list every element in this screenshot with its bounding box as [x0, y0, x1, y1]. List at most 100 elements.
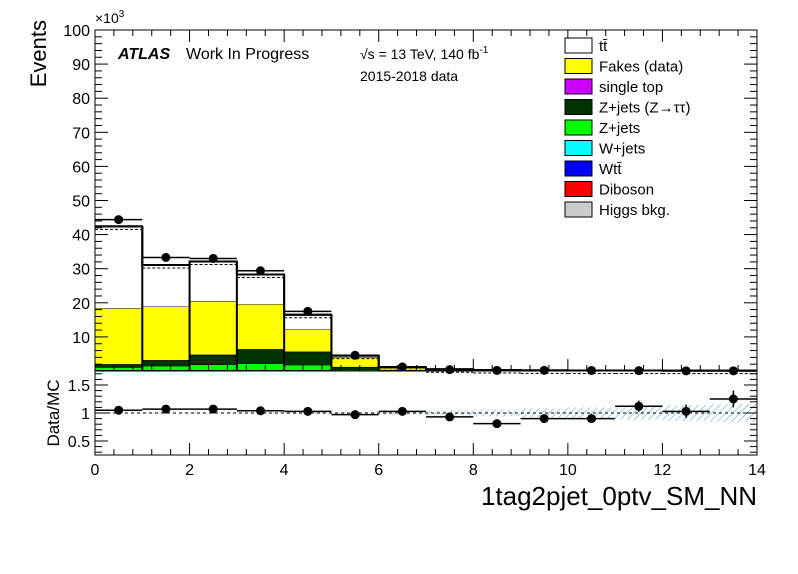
x-tick-label: 12 — [654, 462, 672, 479]
ratio-y-tick-label: 0.5 — [68, 434, 90, 451]
legend-swatch — [564, 58, 593, 74]
bar-segment — [236, 304, 285, 350]
bar-segment — [189, 354, 237, 365]
legend-swatch — [564, 99, 593, 115]
y-tick-label: 70 — [72, 125, 90, 142]
data-point — [114, 215, 124, 225]
data-point — [161, 252, 171, 262]
legend-swatch — [564, 78, 593, 95]
ratio-x-ticks: 0 2 4 6 8 10 12 14 — [91, 443, 766, 479]
ratio-y-tick-label: 1.5 — [68, 378, 90, 395]
y-tick-label: 20 — [72, 296, 90, 313]
bar-segment — [284, 364, 332, 370]
uncertainty-hatch — [567, 407, 616, 419]
x-tick-label: 10 — [559, 462, 577, 479]
ratio-point — [728, 394, 738, 404]
x-tick-label: 6 — [374, 462, 383, 479]
ratio-point — [161, 404, 171, 414]
bar-segment — [236, 363, 285, 370]
x-tick-label: 14 — [748, 462, 766, 479]
status-label: Work In Progress — [186, 46, 309, 63]
uncertainty-hatch — [520, 408, 568, 418]
bar-segment — [142, 360, 190, 366]
legend-label: Higgs bkg. — [599, 202, 670, 219]
ratio-points — [95, 390, 757, 429]
legend-label: Wtt̄ — [599, 161, 622, 178]
bar-segment — [284, 351, 332, 365]
legend-label: Z+jets (Z→ττ) — [599, 100, 690, 117]
data-point — [587, 365, 596, 375]
y-tick-label: 10 — [72, 330, 90, 347]
bar-segment — [236, 349, 285, 364]
atlas-label: ATLAS — [117, 46, 170, 63]
ratio-point — [397, 406, 407, 416]
ratio-point — [681, 406, 691, 416]
x-tick-label: 2 — [185, 462, 194, 479]
data-point — [539, 365, 549, 375]
data-point — [445, 365, 455, 375]
bar-segment — [331, 369, 379, 371]
ratio-point — [208, 404, 218, 414]
ratio-point — [350, 410, 360, 420]
bar-segment — [331, 367, 379, 370]
bar-segment — [284, 314, 332, 330]
y-tick-label: 50 — [72, 194, 90, 211]
data-point — [350, 350, 360, 360]
data-point — [208, 253, 218, 263]
data-point — [397, 362, 407, 372]
bar-segment — [95, 364, 143, 368]
bar-segment — [331, 357, 379, 367]
x-axis-label: 1tag2pjet_0ptv_SM_NN — [481, 481, 757, 511]
data-point — [492, 365, 502, 375]
legend-swatch — [564, 140, 593, 156]
y-tick-label: 60 — [72, 159, 90, 176]
x-tick-label: 8 — [469, 462, 478, 479]
x-tick-label: 0 — [91, 462, 100, 479]
bar-segment — [142, 306, 190, 361]
ratio-point — [445, 412, 455, 422]
legend-swatch — [564, 37, 593, 54]
y-tick-label: 40 — [72, 228, 90, 245]
bar-segment — [95, 226, 143, 309]
uncertainty-hatch — [473, 409, 521, 417]
bar-segment — [284, 329, 332, 352]
legend-label: Z+jets — [599, 120, 640, 137]
y-tick-label: 30 — [72, 262, 90, 279]
ratio-point — [587, 414, 596, 424]
ratio-point — [492, 419, 502, 429]
ratio-point — [539, 414, 549, 424]
uncertainty-hatch — [615, 406, 663, 420]
y-tick-label: 80 — [72, 91, 90, 108]
ratio-y-axis-label: Data/MC — [44, 379, 63, 446]
ratio-point — [114, 405, 124, 415]
legend-swatch — [564, 160, 593, 177]
main-y-axis-label: Events — [26, 20, 51, 87]
ratio-panel: 0.5 1 1.5 0 2 4 6 8 10 12 14 Data/MC 1tag2pjet_0p… — [44, 370, 766, 511]
legend-swatch — [564, 181, 593, 197]
bar-segment — [189, 261, 237, 302]
bar-segment — [95, 308, 143, 365]
legend-label: Diboson — [599, 182, 654, 199]
energy-lumi-label: √s = 13 TeV, 140 fb-1 — [360, 45, 489, 62]
ratio-frame — [94, 370, 758, 456]
bar-segment — [189, 301, 237, 355]
ratio-point — [634, 401, 644, 411]
y-multiplier: ×103 — [95, 9, 125, 26]
x-tick-label: 4 — [280, 462, 289, 479]
y-tick-label: 90 — [72, 57, 90, 74]
dataset-label: 2015-2018 data — [360, 68, 458, 84]
stacked-histogram — [95, 225, 757, 372]
legend-label: Fakes (data) — [599, 59, 683, 76]
bar-segment — [142, 365, 190, 370]
main-x-ticks — [94, 30, 758, 371]
legend-label: single top — [599, 79, 663, 96]
data-point — [303, 306, 313, 316]
bar-segment — [142, 264, 190, 307]
legend-label: tt̄ — [599, 38, 608, 55]
ratio-point — [303, 406, 313, 416]
legend: tt̄ Fakes (data) single top Z+jets (Z→ττ) Z+… — [564, 37, 690, 219]
y-tick-label: 100 — [63, 23, 90, 40]
data-point — [256, 266, 265, 276]
